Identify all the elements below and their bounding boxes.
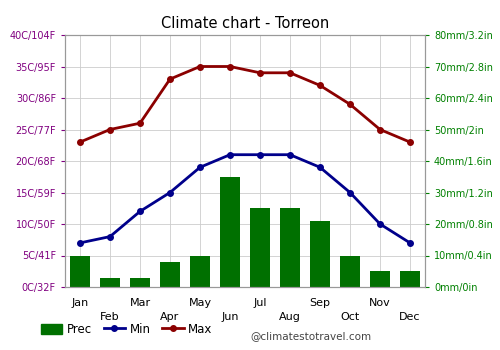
Text: @climatestotravel.com: @climatestotravel.com	[250, 331, 371, 341]
Text: Nov: Nov	[369, 298, 391, 308]
Title: Climate chart - Torreon: Climate chart - Torreon	[161, 16, 329, 31]
Bar	[400, 271, 420, 287]
Bar	[100, 278, 120, 287]
Bar	[160, 262, 180, 287]
Bar	[310, 221, 330, 287]
Text: Oct: Oct	[340, 312, 359, 322]
Bar	[190, 256, 210, 287]
Text: Sep: Sep	[310, 298, 330, 308]
Bar	[220, 177, 240, 287]
Bar	[370, 271, 390, 287]
Text: May: May	[188, 298, 212, 308]
Bar	[70, 256, 90, 287]
Text: Jan: Jan	[72, 298, 88, 308]
Text: Apr: Apr	[160, 312, 180, 322]
Bar	[250, 208, 270, 287]
Text: Jun: Jun	[221, 312, 239, 322]
Legend: Prec, Min, Max: Prec, Min, Max	[36, 318, 218, 341]
Bar	[130, 278, 150, 287]
Text: Jul: Jul	[254, 298, 267, 308]
Bar	[280, 208, 300, 287]
Text: Aug: Aug	[279, 312, 301, 322]
Text: Dec: Dec	[399, 312, 421, 322]
Bar	[340, 256, 360, 287]
Text: Feb: Feb	[100, 312, 120, 322]
Text: Mar: Mar	[130, 298, 150, 308]
